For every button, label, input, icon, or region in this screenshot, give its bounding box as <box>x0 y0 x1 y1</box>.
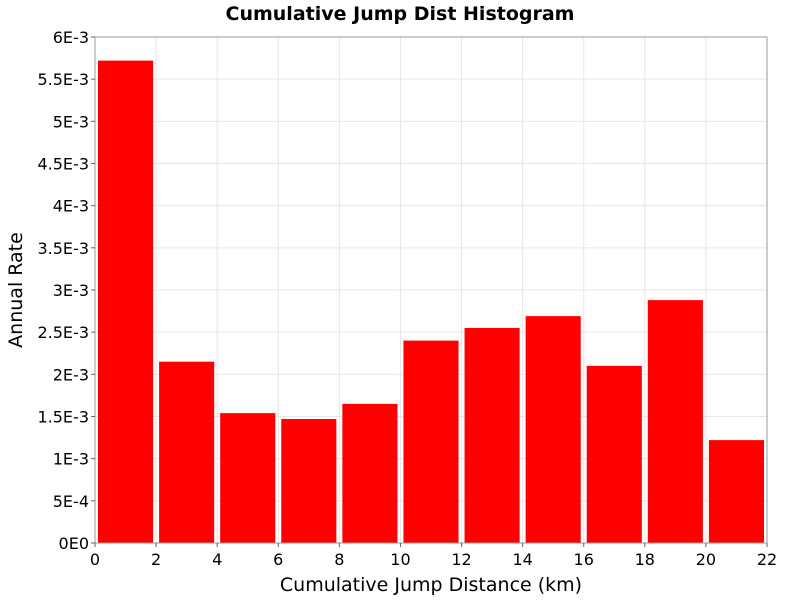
y-tick-label: 5E-3 <box>53 112 89 131</box>
x-tick-label: 18 <box>635 550 655 569</box>
x-tick-label: 20 <box>696 550 716 569</box>
y-tick-label: 2.5E-3 <box>37 323 89 342</box>
plot-area: 0E0 5E-4 1E-3 1.5E-3 2E-3 2.5E-3 3E-3 3.5E-3 4E-… <box>37 28 777 569</box>
bar <box>525 316 581 543</box>
bar <box>220 413 276 543</box>
y-tick-label: 3E-3 <box>53 281 89 300</box>
y-tick-label: 4E-3 <box>53 197 89 216</box>
x-tick-label: 8 <box>334 550 344 569</box>
bar <box>708 440 764 543</box>
bar <box>159 361 215 543</box>
x-tick-label: 4 <box>212 550 222 569</box>
bar <box>464 327 520 543</box>
y-tick-label: 0E0 <box>59 534 89 553</box>
y-tick-label: 3.5E-3 <box>37 239 89 258</box>
bar <box>403 340 459 543</box>
x-tick-label: 2 <box>151 550 161 569</box>
x-tick-label: 22 <box>757 550 777 569</box>
y-tick-label: 4.5E-3 <box>37 155 89 174</box>
x-tick-label: 0 <box>90 550 100 569</box>
x-tick-label: 6 <box>273 550 283 569</box>
x-tick-label: 12 <box>451 550 471 569</box>
y-axis-label: Annual Rate <box>5 232 27 348</box>
x-tick-label: 16 <box>574 550 594 569</box>
y-tick-label: 1.5E-3 <box>37 408 89 427</box>
chart-title: Cumulative Jump Dist Histogram <box>226 3 575 25</box>
y-tick-label: 2E-3 <box>53 365 89 384</box>
bar <box>647 300 703 543</box>
x-tick-label: 14 <box>512 550 532 569</box>
x-axis-label: Cumulative Jump Distance (km) <box>280 574 582 596</box>
bar <box>281 419 337 543</box>
y-tick-label: 5.5E-3 <box>37 70 89 89</box>
y-tick-label: 1E-3 <box>53 450 89 469</box>
y-tick-label: 5E-4 <box>53 492 89 511</box>
bar <box>342 403 398 543</box>
bar <box>98 60 154 543</box>
x-tick-label: 10 <box>390 550 410 569</box>
bar <box>586 365 642 543</box>
y-tick-label: 6E-3 <box>53 28 89 47</box>
